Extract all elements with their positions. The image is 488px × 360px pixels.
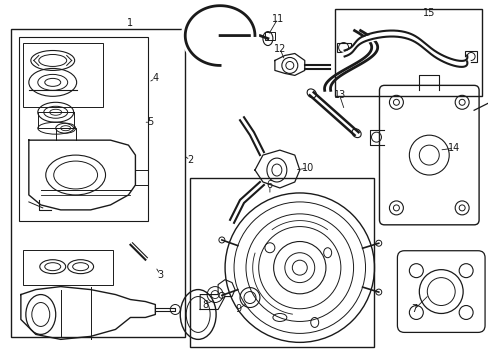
Text: 3: 3 xyxy=(157,270,163,280)
Text: 1: 1 xyxy=(127,18,133,28)
Text: 6: 6 xyxy=(266,180,272,190)
Text: 12: 12 xyxy=(273,44,285,54)
Bar xyxy=(23,42,102,107)
Bar xyxy=(19,37,148,221)
Bar xyxy=(464,50,476,62)
Text: 4: 4 xyxy=(152,73,158,84)
Text: 7: 7 xyxy=(410,305,417,315)
Text: 15: 15 xyxy=(422,8,435,18)
Text: 13: 13 xyxy=(333,90,345,100)
Bar xyxy=(336,42,350,53)
Bar xyxy=(334,9,481,96)
Bar xyxy=(23,250,112,285)
Bar xyxy=(190,178,374,347)
Text: 10: 10 xyxy=(301,163,313,173)
Bar xyxy=(264,32,274,40)
Text: 14: 14 xyxy=(447,143,459,153)
Text: 8: 8 xyxy=(202,300,208,310)
Text: 5: 5 xyxy=(147,117,153,127)
Bar xyxy=(11,28,185,337)
Text: 9: 9 xyxy=(234,305,241,315)
Text: 2: 2 xyxy=(187,155,193,165)
Text: 11: 11 xyxy=(271,14,284,24)
